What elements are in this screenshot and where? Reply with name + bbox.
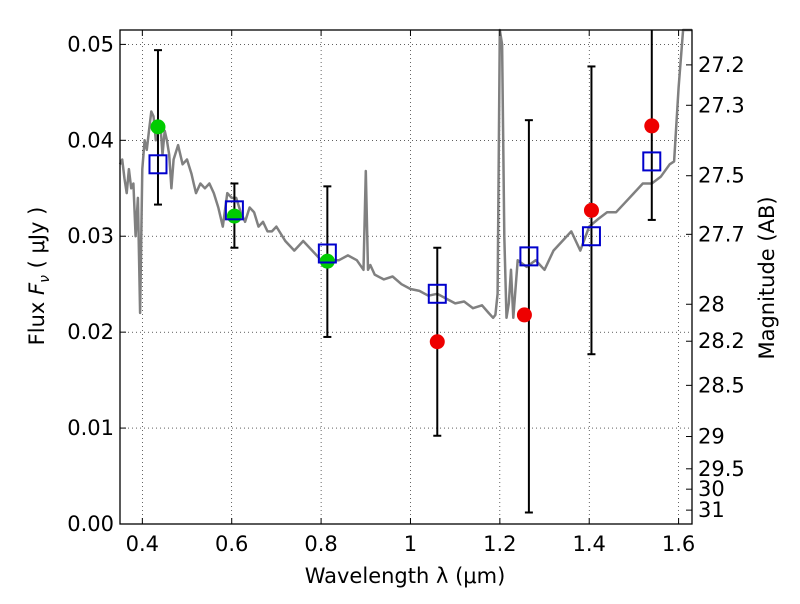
y-tick-label: 0.05 [67, 32, 114, 56]
model-photometry-square [317, 243, 337, 264]
model-spectrum [118, 28, 692, 320]
y2-tick-label: 27.5 [698, 164, 745, 188]
y2-tick-label: 28 [698, 292, 725, 316]
x-tick-label: 0.8 [304, 532, 337, 556]
y2-tick-label: 27.7 [698, 222, 745, 246]
model-photometry-square [581, 226, 601, 247]
y2-tick-label: 29 [698, 425, 725, 449]
grid-lines [120, 30, 692, 525]
y2-tick-label: 27.2 [698, 53, 745, 77]
y2-tick-label: 27.3 [698, 93, 745, 117]
y-tick-label: 0.03 [67, 224, 114, 248]
error-bars [153, 30, 656, 514]
y2-axis-label: Magnitude (AB) [755, 196, 779, 359]
x-tick-label: 1.2 [483, 532, 516, 556]
x-tick-label: 0.4 [126, 532, 159, 556]
y-tick-label: 0.04 [67, 128, 114, 152]
model-photometry-square [224, 200, 244, 221]
detection-point [226, 208, 242, 224]
model-photometry-square [642, 151, 662, 172]
y2-tick-label: 30 [698, 477, 725, 501]
y2-tick-label: 28.5 [698, 373, 745, 397]
x-axis-label: Wavelength λ (μm) [305, 564, 506, 588]
model-photometry-square [148, 154, 168, 175]
model-photometry-square [519, 246, 539, 267]
non-detection-point [429, 334, 445, 350]
y2-tick-label: 29.5 [698, 457, 745, 481]
non-detection-point [583, 202, 599, 218]
y-tick-label: 0.00 [67, 512, 114, 536]
axis-ticks: 0.4 0.6 0.8 1 1.2 1.4 1.6 0.00 0.01 0.02 0.03 0.04 0… [67, 30, 745, 556]
x-tick-label: 1 [404, 532, 417, 556]
x-tick-label: 1.4 [573, 532, 606, 556]
detection-point [150, 119, 166, 135]
model-photometry-square [427, 283, 447, 304]
y2-tick-label: 31 [698, 498, 725, 522]
detection-point [319, 253, 335, 269]
x-tick-label: 1.6 [662, 532, 695, 556]
x-tick-label: 0.6 [215, 532, 248, 556]
y2-tick-label: 28.2 [698, 329, 745, 353]
y-axis-label: Flux Fν ( μJy ) [25, 207, 53, 346]
non-detection-point [516, 307, 532, 323]
y-tick-label: 0.01 [67, 416, 114, 440]
non-detection-point [644, 118, 660, 134]
plot-frame [119, 29, 693, 525]
non-detection-points [429, 118, 660, 350]
y-tick-label: 0.02 [67, 320, 114, 344]
spectrum-line [118, 28, 692, 320]
model-photometry-points [148, 151, 662, 304]
